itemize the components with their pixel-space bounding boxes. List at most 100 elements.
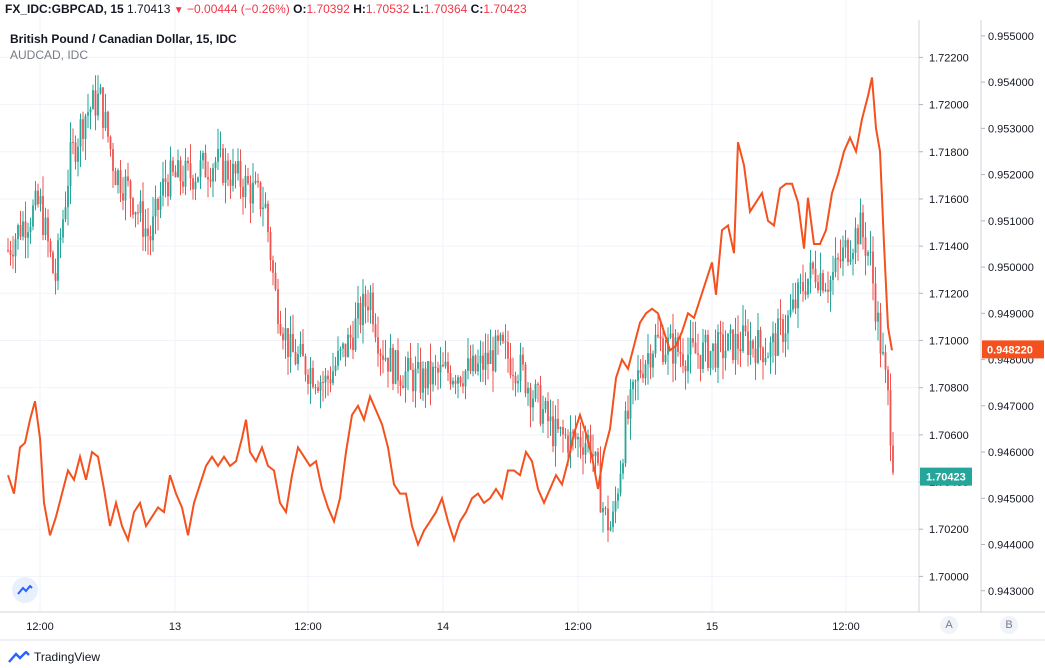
candle-body	[674, 337, 677, 364]
candle-body	[407, 357, 409, 372]
candle-body	[597, 451, 599, 464]
candle-body	[189, 163, 192, 179]
right-axis-tick-label: 0.946000	[988, 447, 1034, 459]
time-axis-tick-label: 15	[706, 621, 718, 633]
candle-body	[792, 299, 794, 310]
candle-body	[297, 353, 299, 365]
candle-body	[434, 366, 437, 369]
tradingview-badge-icon[interactable]	[12, 577, 38, 603]
left-axis-tick-label: 1.70800	[929, 383, 969, 395]
candle-body	[362, 293, 364, 326]
candle-body	[317, 387, 319, 391]
candle-body	[409, 357, 412, 370]
candle-body	[79, 119, 82, 147]
candle-body	[437, 368, 439, 373]
candle-body	[34, 190, 37, 206]
candle-body	[252, 182, 254, 204]
candle-body	[187, 160, 189, 164]
candle-body	[539, 384, 542, 424]
change-value: −0.00444 (−0.26%)	[187, 2, 290, 16]
footer-branding[interactable]: TradingView	[8, 650, 100, 664]
axis-auto-button[interactable]: A	[940, 616, 958, 634]
candle-body	[529, 387, 532, 408]
candle-body	[682, 354, 684, 366]
candle-body	[277, 289, 279, 324]
candle-body	[734, 333, 737, 360]
open-label: O:	[293, 2, 307, 16]
left-axis-tick-label: 1.72200	[929, 52, 969, 64]
candle-body	[862, 212, 864, 238]
candle-body	[294, 352, 297, 365]
candle-body	[744, 325, 747, 332]
candle-body	[22, 221, 24, 237]
candle-body	[807, 278, 809, 295]
candle-body	[237, 161, 239, 174]
candle-body	[199, 160, 202, 178]
candle-body	[652, 353, 654, 368]
candle-body	[349, 334, 352, 338]
candle-body	[819, 273, 822, 291]
candle-body	[714, 343, 717, 368]
candle-body	[647, 353, 649, 365]
candle-body	[559, 426, 562, 430]
candle-body	[17, 225, 19, 240]
candle-body	[677, 337, 679, 352]
candle-body	[72, 141, 74, 143]
candle-body	[787, 315, 789, 334]
candle-body	[24, 221, 27, 238]
compare-series-legend[interactable]: AUDCAD, IDC	[10, 48, 89, 62]
candle-body	[257, 180, 259, 183]
candle-body	[344, 343, 347, 357]
candle-body	[854, 228, 857, 254]
candle-body	[789, 309, 792, 316]
candle-body	[634, 380, 637, 382]
main-last-value-label: 1.70423	[926, 472, 966, 484]
candle-body	[247, 176, 249, 184]
candle-body	[329, 379, 332, 384]
candle-body	[67, 185, 69, 208]
candle-body	[694, 342, 697, 354]
candle-body	[147, 228, 149, 236]
candle-body	[477, 363, 479, 372]
candle-body	[367, 306, 369, 311]
candle-body	[817, 282, 819, 291]
main-series-legend[interactable]: British Pound / Canadian Dollar, 15, IDC	[10, 32, 237, 46]
low-value: 1.70364	[423, 2, 468, 16]
candle-body	[169, 160, 172, 197]
candle-body	[759, 330, 762, 348]
candle-body	[52, 252, 54, 274]
candle-body	[844, 240, 847, 248]
candle-body	[842, 247, 844, 262]
candle-body	[424, 368, 427, 389]
candle-body	[309, 368, 312, 384]
candle-body	[74, 142, 77, 162]
candle-body	[624, 410, 627, 464]
candle-body	[622, 463, 624, 474]
candle-body	[314, 387, 317, 389]
candle-body	[432, 366, 434, 385]
candle-body	[384, 357, 387, 360]
symbol-label[interactable]: FX_IDC:GBPCAD, 15	[5, 2, 124, 16]
left-axis-tick-label: 1.71400	[929, 241, 969, 253]
candle-body	[184, 160, 187, 187]
right-axis-tick-label: 0.943000	[988, 586, 1034, 598]
candle-body	[827, 289, 829, 292]
candle-body	[19, 225, 22, 237]
candle-body	[879, 312, 882, 354]
candle-body	[527, 387, 529, 394]
candle-body	[357, 302, 359, 319]
candle-body	[722, 334, 724, 359]
candle-body	[549, 416, 552, 422]
candle-body	[697, 353, 699, 355]
axis-b-button[interactable]: B	[1000, 616, 1018, 634]
candle-body	[502, 334, 504, 342]
candle-body	[392, 347, 394, 384]
candle-body	[774, 333, 777, 356]
right-axis-tick-label: 0.952000	[988, 170, 1034, 182]
candle-body	[547, 401, 549, 422]
candle-body	[262, 207, 264, 210]
right-axis-tick-label: 0.947000	[988, 401, 1034, 413]
low-label: L:	[412, 2, 424, 16]
candle-body	[359, 302, 362, 326]
